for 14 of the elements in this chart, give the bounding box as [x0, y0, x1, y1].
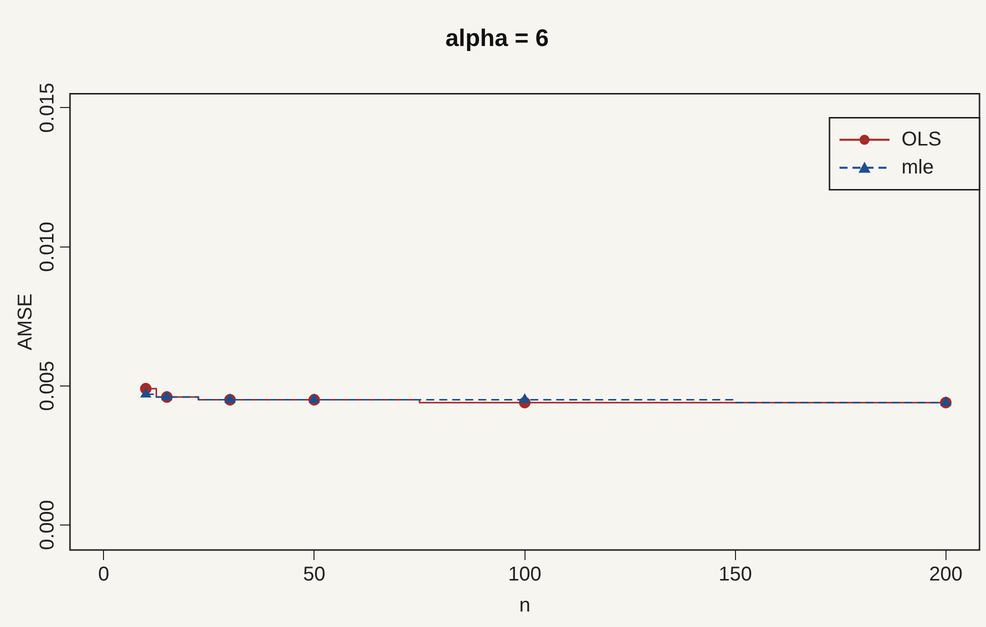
y-tick-label: 0.005	[36, 360, 59, 411]
x-axis-title: n	[519, 594, 530, 617]
x-tick-label: 0	[98, 564, 110, 586]
y-tick-label: 0.010	[36, 222, 59, 272]
y-axis-title: AMSE	[14, 294, 37, 350]
x-tick-label: 50	[303, 564, 326, 586]
y-tick-label: 0.015	[36, 82, 59, 133]
legend-label: OLS	[902, 128, 942, 150]
chart-title: alpha = 6	[445, 25, 549, 52]
x-tick-label: 150	[718, 564, 752, 586]
x-tick-label: 100	[508, 564, 542, 586]
y-tick-label: 0.000	[36, 500, 59, 550]
legend-label: mle	[902, 156, 934, 178]
x-tick-label: 200	[929, 564, 962, 586]
